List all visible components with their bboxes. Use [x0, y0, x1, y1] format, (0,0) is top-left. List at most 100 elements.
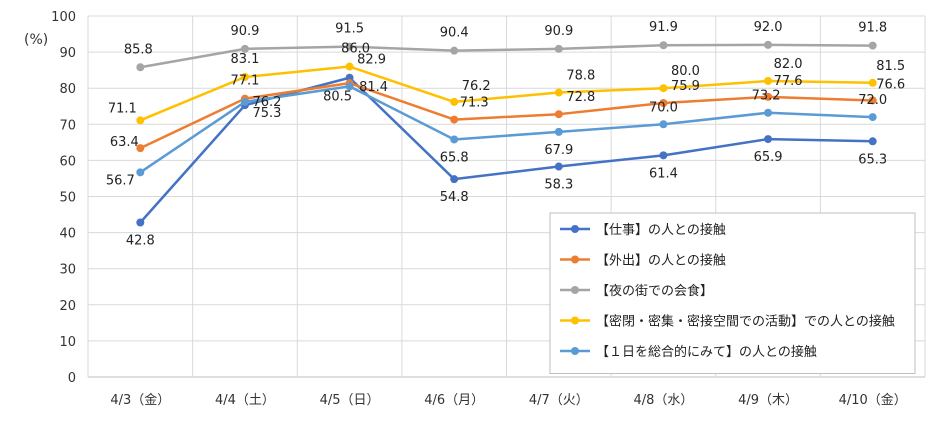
data-point	[764, 108, 773, 117]
data-label: 82.9	[357, 53, 386, 68]
y-tick-label: 50	[59, 191, 76, 206]
data-point	[554, 127, 563, 136]
data-label: 71.1	[108, 101, 137, 116]
data-point	[868, 41, 877, 50]
series-group	[136, 40, 877, 227]
y-tick-label: 90	[59, 46, 76, 61]
data-point	[659, 151, 668, 160]
data-point	[764, 76, 773, 85]
data-label: 83.1	[230, 52, 259, 67]
y-tick-label: 20	[59, 299, 76, 314]
data-point	[764, 135, 773, 144]
data-label: 90.9	[230, 24, 259, 39]
data-label: 58.3	[544, 178, 573, 193]
x-tick-label: 4/9（木）	[738, 393, 798, 408]
data-point	[240, 97, 249, 106]
data-label: 81.5	[876, 59, 905, 74]
data-label: 92.0	[754, 20, 783, 35]
legend-entry: 【仕事】の人との接触	[596, 222, 726, 238]
grid-lines	[87, 15, 926, 378]
data-point	[554, 162, 563, 171]
data-point	[450, 175, 459, 184]
data-point	[136, 168, 145, 177]
data-label: 65.8	[440, 150, 469, 165]
legend-swatch-marker	[571, 225, 579, 233]
y-tick-label: 10	[59, 335, 76, 350]
y-tick-label: 100	[51, 10, 76, 25]
data-point	[136, 116, 145, 125]
legend-entry: 【１日を総合的にみて】の人との接触	[596, 344, 817, 360]
series-line-3	[140, 43, 873, 69]
data-point	[554, 44, 563, 53]
x-tick-label: 4/4（土）	[215, 393, 275, 408]
data-label: 90.4	[440, 26, 469, 41]
data-point	[554, 110, 563, 119]
data-label: 54.8	[440, 190, 469, 205]
x-tick-label: 4/10（金）	[839, 392, 907, 408]
data-point	[450, 135, 459, 144]
y-tick-label: 0	[68, 371, 76, 386]
data-point	[659, 99, 668, 108]
x-tick-label: 4/5（日）	[320, 393, 380, 408]
data-label: 42.8	[126, 233, 155, 248]
data-label: 67.9	[544, 143, 573, 158]
data-point	[450, 46, 459, 55]
legend-swatch-marker	[571, 286, 579, 294]
data-label: 80.0	[671, 64, 700, 79]
data-label: 73.2	[752, 89, 781, 104]
data-label: 90.9	[544, 24, 573, 39]
legend-swatch-marker	[571, 255, 579, 264]
data-point	[345, 62, 354, 71]
data-label: 63.4	[110, 135, 139, 150]
y-axis-label: (%)	[24, 32, 48, 48]
data-point	[868, 113, 877, 122]
legend-box	[549, 212, 916, 374]
series-line-2	[139, 81, 873, 150]
data-point	[345, 82, 354, 91]
data-point	[764, 40, 773, 49]
data-point	[240, 44, 249, 53]
data-point	[554, 88, 563, 97]
y-tick-label: 80	[59, 82, 76, 97]
data-label: 81.4	[359, 80, 388, 95]
data-label: 91.5	[335, 22, 364, 37]
y-tick-label: 70	[59, 118, 76, 133]
data-point	[764, 92, 773, 101]
data-label: 65.9	[754, 150, 783, 165]
data-label: 77.1	[230, 74, 259, 89]
x-tick-label: 4/8（水）	[633, 393, 693, 408]
data-label: 76.2	[462, 79, 491, 94]
x-tick-label: 4/3（金）	[110, 392, 170, 408]
data-label: 72.8	[566, 90, 595, 105]
data-point	[659, 84, 668, 93]
y-tick-label: 30	[59, 263, 76, 278]
data-point	[868, 137, 877, 146]
data-label: 80.5	[323, 89, 352, 104]
data-label: 77.6	[774, 74, 803, 89]
data-point	[450, 115, 459, 124]
data-label: 76.6	[876, 77, 905, 92]
data-label: 76.2	[252, 95, 281, 110]
x-tick-label: 4/6（月）	[424, 393, 484, 408]
data-point	[868, 96, 877, 105]
data-label: 85.8	[124, 42, 153, 57]
x-tick-label: 4/7（火）	[529, 393, 589, 408]
legend-entry: 【夜の街での会食】	[596, 283, 713, 299]
series-line-4	[139, 65, 873, 122]
y-axis: 0 10 20 30 40 50 60 70 80 90 100	[51, 10, 76, 386]
data-point	[136, 144, 145, 153]
data-label: 75.3	[252, 106, 281, 121]
data-label: 71.3	[460, 96, 489, 111]
data-label: 75.9	[671, 79, 700, 94]
data-point	[868, 78, 877, 87]
y-tick-label: 40	[59, 227, 76, 242]
data-point	[659, 41, 668, 50]
data-label: 61.4	[649, 166, 678, 181]
legend-swatch-marker	[571, 316, 579, 325]
data-labels: 42.8 75.3 82.9 54.8 58.3 61.4 65.9 65.3 63.4 77.1…	[106, 20, 905, 249]
data-point	[345, 42, 354, 51]
data-label: 82.0	[774, 57, 803, 72]
legend-entry: 【密閉・密集・密接空間での活動】での人との接触	[596, 314, 895, 330]
data-point	[659, 120, 668, 129]
